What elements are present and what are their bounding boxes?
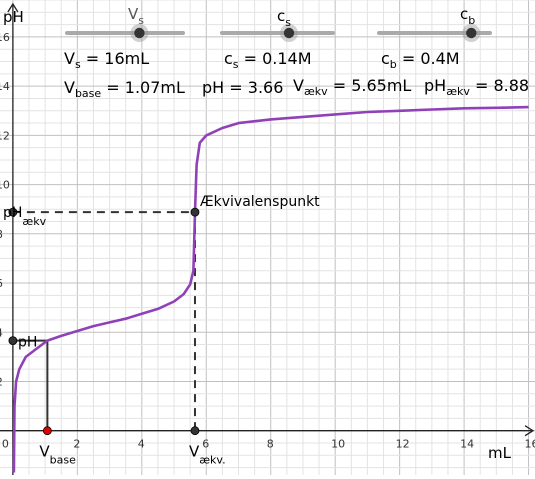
slider-cb-track[interactable]	[377, 31, 492, 35]
y-tick-label: 14	[0, 80, 10, 93]
y-tick-label: 4	[0, 326, 3, 339]
readout-ph: pH = 3.66	[202, 78, 283, 97]
slider-vs-track[interactable]	[65, 31, 185, 35]
slider-cs-track[interactable]	[220, 31, 335, 35]
readout-vbase: Vbase = 1.07mL	[64, 78, 185, 100]
x-tick-label: 0	[2, 438, 9, 451]
x-axis-arrow	[524, 425, 535, 437]
ph-point[interactable]	[8, 336, 18, 346]
x-tick-label: 4	[138, 438, 145, 451]
x-tick-label: 10	[331, 438, 345, 451]
x-tick-label: 14	[460, 438, 474, 451]
v-base-point[interactable]	[42, 426, 52, 436]
x-tick-label: 16	[525, 438, 535, 451]
v-aekv-point[interactable]	[190, 426, 200, 436]
slider-cb[interactable]: cb	[377, 5, 492, 42]
readout-cb: cb = 0.4M	[381, 49, 460, 71]
readout-vaekv: Vækv = 5.65mL	[293, 76, 411, 98]
y-tick-label: 10	[0, 179, 10, 192]
points	[8, 207, 200, 436]
slider-cs[interactable]: cs	[220, 7, 335, 42]
ph-axis-label: pH	[18, 335, 37, 351]
x-axis-label: mL	[488, 444, 512, 462]
slider-vs-handle[interactable]	[134, 27, 145, 39]
slider-cb-label: cb	[460, 5, 475, 27]
x-tick-label: 12	[396, 438, 410, 451]
v-base-axis-label: Vbase	[39, 443, 76, 467]
y-tick-label: 2	[0, 375, 3, 388]
ph-aekv-axis-label: pHækv	[3, 205, 47, 228]
tick-labels: 0 2 4 6 8 10 12 14 16 2 4 6 8 10 12 14 16	[0, 31, 535, 451]
slider-cs-handle[interactable]	[283, 27, 295, 39]
ph-aekv-point[interactable]	[8, 207, 18, 217]
titration-curve[interactable]	[12, 105, 529, 473]
equivalence-point[interactable]	[190, 207, 200, 217]
x-tick-label: 6	[202, 438, 209, 451]
x-tick-label: 2	[73, 438, 80, 451]
y-tick-label: 6	[0, 277, 3, 290]
y-tick-label: 12	[0, 129, 10, 142]
slider-cb-handle[interactable]	[466, 27, 477, 39]
v-aekv-axis-label: Vækv.	[189, 443, 226, 467]
y-axis-label: pH	[3, 8, 24, 26]
slider-cs-label: cs	[277, 7, 291, 29]
equivalence-point-label: Ækvivalenspunkt	[200, 194, 320, 210]
readout-ph-aekv: pHækv = 8.88	[424, 76, 529, 98]
slider-vs[interactable]: Vs	[65, 5, 185, 42]
y-tick-label: 16	[0, 31, 10, 44]
readout-cs: cs = 0.14M	[224, 49, 312, 71]
slider-vs-label: Vs	[128, 5, 144, 27]
helper-lines	[12, 211, 196, 431]
y-tick-label: 8	[0, 228, 3, 241]
readout-vs: Vs = 16mL	[64, 49, 149, 71]
x-tick-label: 8	[267, 438, 274, 451]
y-axis-arrow	[7, 2, 19, 13]
